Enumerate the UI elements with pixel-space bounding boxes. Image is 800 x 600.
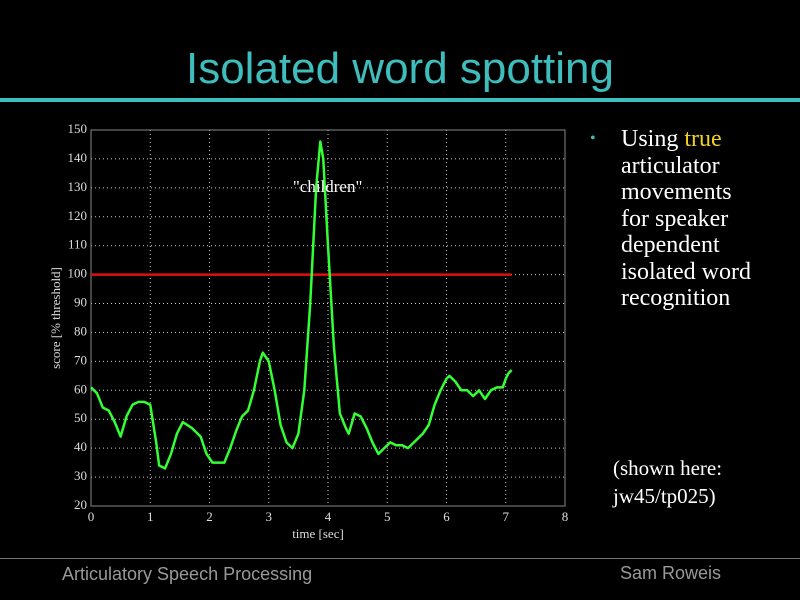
bullet-marker: • [590, 130, 596, 147]
plot-frame [90, 129, 566, 507]
y-tick-label: 30 [74, 468, 87, 483]
data-line [90, 140, 513, 470]
y-tick-label: 140 [68, 150, 88, 165]
x-tick-label: 4 [325, 509, 332, 524]
y-tick-label: 100 [68, 266, 88, 281]
highlight: true [684, 126, 722, 152]
x-axis-label: time [sec] [292, 526, 344, 541]
x-tick-label: 2 [206, 509, 213, 524]
x-tick-label: 0 [88, 509, 95, 524]
x-tick-label: 1 [147, 509, 154, 524]
footer-right: Sam Roweis [620, 563, 722, 583]
bullet-text: Using true articulator movements for spe… [621, 126, 756, 312]
note-line: jw45/tp025) [613, 484, 716, 508]
note: (shown here: jw45/tp025) [613, 454, 722, 510]
y-tick-label: 80 [74, 323, 87, 338]
y-tick-label: 70 [74, 352, 87, 367]
y-axis-label: score [% threshold] [48, 267, 63, 369]
x-tick-label: 7 [503, 509, 510, 524]
x-tick-label: 5 [384, 509, 391, 524]
footer-left: Articulatory Speech Processing [62, 564, 313, 584]
title-rule [0, 98, 800, 102]
note-line: (shown here: [613, 456, 723, 480]
text-part: articulator movements for speaker depend… [621, 152, 751, 312]
y-tick-label: 20 [74, 497, 87, 512]
y-tick-label: 60 [74, 381, 87, 396]
y-tick-label: 120 [68, 208, 88, 223]
y-tick-label: 50 [74, 410, 87, 425]
bullet: • Using true articulator movements for s… [590, 126, 780, 312]
annotation: "children" [293, 177, 363, 196]
x-tick-label: 8 [562, 509, 569, 524]
y-tick-label: 90 [74, 295, 87, 310]
footer-rule [0, 558, 800, 559]
y-tick-label: 110 [68, 237, 87, 252]
text-part: Using [621, 126, 685, 152]
y-tick-label: 150 [68, 121, 88, 136]
y-tick-label: 40 [74, 439, 87, 454]
x-tick-label: 3 [266, 509, 273, 524]
x-tick-label: 6 [443, 509, 450, 524]
y-tick-label: 130 [68, 179, 88, 194]
slide-title: Isolated word spotting [185, 44, 615, 93]
